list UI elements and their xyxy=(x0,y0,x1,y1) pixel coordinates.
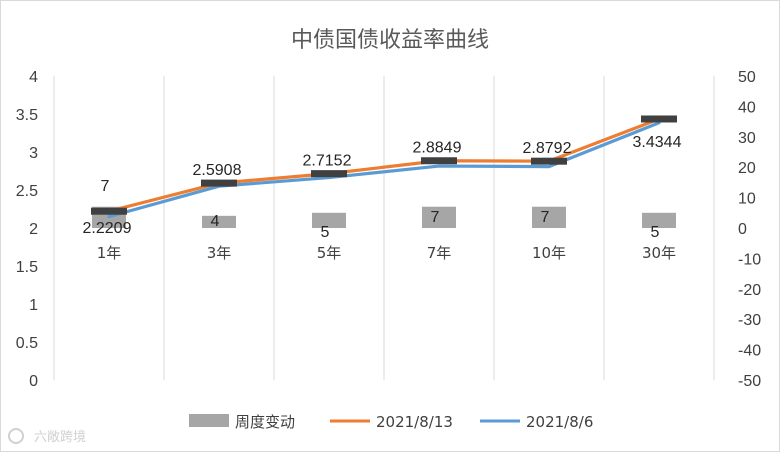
left-axis-tick-label: 0.5 xyxy=(16,335,38,352)
legend-label: 2021/8/6 xyxy=(526,413,593,431)
left-axis-tick-label: 2.5 xyxy=(16,183,38,200)
line-data-label: 2.8849 xyxy=(413,140,462,157)
left-axis-tick-label: 4 xyxy=(29,69,38,86)
bar-data-label: 4 xyxy=(211,213,220,230)
bar xyxy=(422,206,456,228)
bar xyxy=(202,215,236,228)
right-axis-tick-label: 30 xyxy=(738,130,756,147)
right-axis-tick-label: 20 xyxy=(738,160,756,177)
watermark-text: 六敞跨境 xyxy=(34,429,86,445)
category-label: 30年 xyxy=(642,244,676,262)
category-label: 1年 xyxy=(97,244,122,262)
data-marker xyxy=(421,157,457,165)
line-data-label: 2.8792 xyxy=(523,140,572,157)
left-axis-tick-label: 3 xyxy=(29,145,38,162)
left-axis-tick-label: 1 xyxy=(29,297,38,314)
right-axis-tick-label: 50 xyxy=(738,69,756,86)
category-label: 5年 xyxy=(317,244,342,262)
bar xyxy=(642,212,676,228)
left-axis-tick-label: 3.5 xyxy=(16,107,38,124)
watermark-logo-icon xyxy=(8,428,24,444)
watermark: 六敞跨境 xyxy=(8,428,86,445)
bar-data-label: 7 xyxy=(431,209,440,226)
line-data-label: 2.2209 xyxy=(83,220,132,237)
bar-data-label: 7 xyxy=(101,178,110,195)
right-axis-tick-label: 0 xyxy=(738,221,747,238)
chart-title: 中债国债收益率曲线 xyxy=(291,28,489,53)
legend-swatch-bar xyxy=(189,414,229,427)
bar-data-label: 5 xyxy=(651,224,660,241)
right-axis-tick-label: 10 xyxy=(738,191,756,208)
right-axis-tick-label: -20 xyxy=(738,282,761,299)
data-marker xyxy=(311,170,347,178)
bar xyxy=(532,206,566,228)
data-marker xyxy=(201,179,237,187)
bar-data-label: 5 xyxy=(321,224,330,241)
data-marker xyxy=(641,115,677,123)
left-axis-tick-label: 1.5 xyxy=(16,259,38,276)
right-axis-tick-label: -30 xyxy=(738,312,761,329)
category-label: 3年 xyxy=(207,244,232,262)
category-label: 10年 xyxy=(532,244,566,262)
line-series xyxy=(107,117,661,213)
left-axis-tick-label: 0 xyxy=(29,373,38,390)
bar xyxy=(312,212,346,228)
legend-label: 周度变动 xyxy=(235,413,295,431)
line-data-label: 2.5908 xyxy=(193,162,242,179)
right-axis-tick-label: -40 xyxy=(738,343,761,360)
left-axis-tick-label: 2 xyxy=(29,221,38,238)
right-axis-tick-label: 40 xyxy=(738,99,756,116)
right-axis-tick-label: -10 xyxy=(738,251,761,268)
data-marker xyxy=(531,157,567,165)
bar-data-label: 7 xyxy=(541,209,550,226)
category-label: 7年 xyxy=(427,244,452,262)
line-data-label: 3.4344 xyxy=(633,134,682,151)
right-axis-tick-label: -50 xyxy=(738,373,761,390)
data-marker xyxy=(91,207,127,215)
line-series xyxy=(107,121,661,219)
legend-label: 2021/8/13 xyxy=(376,413,453,431)
line-data-label: 2.7152 xyxy=(303,153,352,170)
